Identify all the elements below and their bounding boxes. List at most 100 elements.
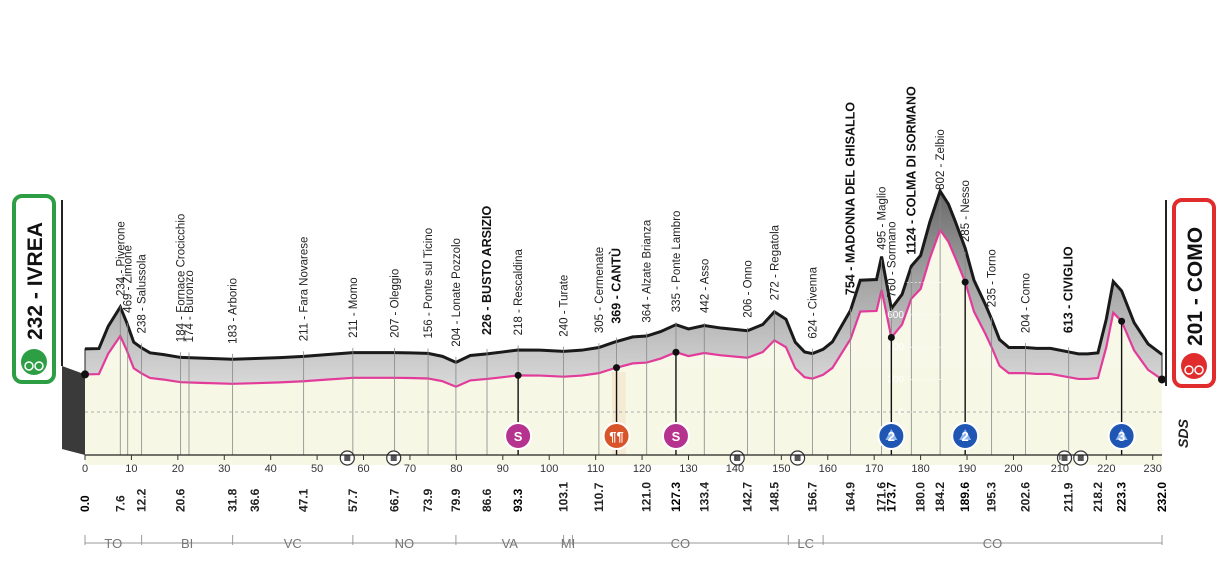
distance-label: 47.1 — [297, 488, 311, 512]
y-tick-label: 600 — [887, 310, 904, 321]
marker-point — [961, 278, 969, 286]
distance-label: 57.7 — [346, 488, 360, 512]
x-tick-label: 40 — [265, 463, 277, 475]
marker-point — [887, 333, 895, 341]
place-label: 226 - BUSTO ARSIZIO — [480, 205, 494, 334]
kom-badge-label: 2 — [888, 429, 895, 444]
distance-label: 180.0 — [914, 482, 928, 512]
place-label: 285 - Nesso — [960, 180, 972, 242]
x-tick-label: 170 — [865, 463, 883, 475]
province-label: BI — [181, 536, 193, 551]
place-label: 335 - Ponte Lambro — [671, 211, 683, 313]
place-label: 234 - Piverone — [115, 221, 127, 296]
feed-badge — [602, 422, 631, 450]
province-label: LC — [797, 536, 814, 551]
province-label: CO — [671, 536, 691, 551]
bike-icon-wheel — [1184, 365, 1194, 375]
feed-badge-label: ¶¶ — [609, 429, 623, 444]
x-tick-label: 100 — [540, 463, 558, 475]
tunnel-icon-glyph — [1077, 455, 1084, 461]
distance-label: 7.6 — [113, 495, 127, 512]
place-label: 211 - Fara Novarese — [299, 237, 311, 342]
x-tick-label: 220 — [1097, 463, 1115, 475]
place-label: 1124 - COLMA DI SORMANO — [904, 86, 918, 255]
start-point — [81, 370, 89, 379]
y-tick-label: 200 — [887, 375, 904, 386]
distance-label: 156.7 — [805, 482, 819, 512]
province-label: VC — [284, 536, 302, 551]
distance-label: 103.1 — [557, 482, 571, 512]
profile-front-face — [85, 229, 1162, 455]
distance-label: 223.3 — [1115, 482, 1129, 512]
marker-point — [1118, 317, 1126, 325]
x-tick-label: 150 — [772, 463, 790, 475]
marker-point — [672, 348, 680, 356]
place-label: 272 - Regatola — [769, 224, 781, 300]
distance-label: 164.9 — [844, 482, 858, 512]
distance-label: 211.9 — [1062, 482, 1076, 512]
distance-label: 110.7 — [592, 482, 606, 512]
place-label: 235 - Torno — [987, 249, 999, 307]
x-tick-label: 210 — [1051, 463, 1069, 475]
province-label: VA — [502, 536, 519, 551]
mountain-icon — [885, 429, 898, 440]
sprint-marker: S — [661, 422, 690, 450]
distance-label: 66.7 — [388, 488, 402, 512]
place-label: 183 - Arborio — [228, 278, 240, 344]
province-label: MI — [561, 536, 575, 551]
tunnel-icon-glyph — [390, 455, 397, 461]
place-label: 204 - Lonate Pozzolo — [451, 238, 463, 347]
place-label: 211 - Momo — [348, 277, 360, 338]
kom-marker: 2 — [877, 422, 906, 450]
sprint-badge-label: S — [672, 429, 681, 444]
x-tick-label: 60 — [357, 463, 369, 475]
mountain-icon — [1115, 429, 1128, 440]
place-label: 156 - Ponte sul Ticino — [423, 228, 435, 339]
x-tick-label: 190 — [958, 463, 976, 475]
kom-marker: 3 — [1107, 422, 1136, 450]
place-label: 760 - Sormano — [886, 221, 898, 297]
x-tick-label: 0 — [82, 463, 88, 475]
x-tick-label: 110 — [587, 463, 605, 475]
y-tick-label: 800 — [887, 277, 904, 288]
profile-left-wall — [62, 366, 85, 455]
x-tick-label: 200 — [1004, 463, 1022, 475]
distance-label: 202.6 — [1019, 482, 1033, 512]
province-label: TO — [104, 536, 122, 551]
x-tick-label: 50 — [311, 463, 323, 475]
x-tick-label: 10 — [125, 463, 137, 475]
province-label: CO — [983, 536, 1003, 551]
place-label: 364 - Alzate Brianza — [642, 219, 654, 323]
place-label: 305 - Cermenate — [594, 247, 606, 333]
distance-label: 86.6 — [480, 488, 494, 512]
distance-label: 127.3 — [669, 482, 683, 512]
distance-label: 232.0 — [1155, 482, 1169, 512]
distance-label: 148.5 — [767, 482, 781, 512]
place-label: 754 - MADONNA DEL GHISALLO — [844, 102, 858, 295]
place-label: 218 - Rescaldina — [513, 248, 525, 335]
place-label: 238 - Salussola — [137, 254, 149, 334]
distance-label: 142.7 — [740, 482, 754, 512]
distance-label: 20.6 — [174, 488, 188, 512]
bike-icon-wheel — [1194, 365, 1204, 375]
distance-label: 173.7 — [884, 482, 898, 512]
x-tick-label: 140 — [726, 463, 744, 475]
x-tick-label: 20 — [172, 463, 184, 475]
tunnel-icon-glyph — [734, 455, 741, 461]
distance-label: 73.9 — [421, 488, 435, 512]
place-label: 442 - Asso — [699, 259, 711, 313]
distance-label: 12.2 — [135, 488, 149, 512]
bike-icon-wheel — [34, 361, 44, 371]
x-tick-label: 30 — [218, 463, 230, 475]
x-tick-label: 70 — [404, 463, 416, 475]
x-tick-label: 180 — [911, 463, 929, 475]
distance-label: 195.3 — [985, 482, 999, 512]
x-tick-label: 80 — [450, 463, 462, 475]
sprint-badge-label: S — [514, 429, 523, 444]
distance-label: 121.0 — [640, 482, 654, 512]
bike-icon — [1181, 353, 1207, 379]
tunnel-icon-glyph — [1061, 455, 1068, 461]
place-label: 613 - CIVIGLIO — [1062, 246, 1076, 333]
